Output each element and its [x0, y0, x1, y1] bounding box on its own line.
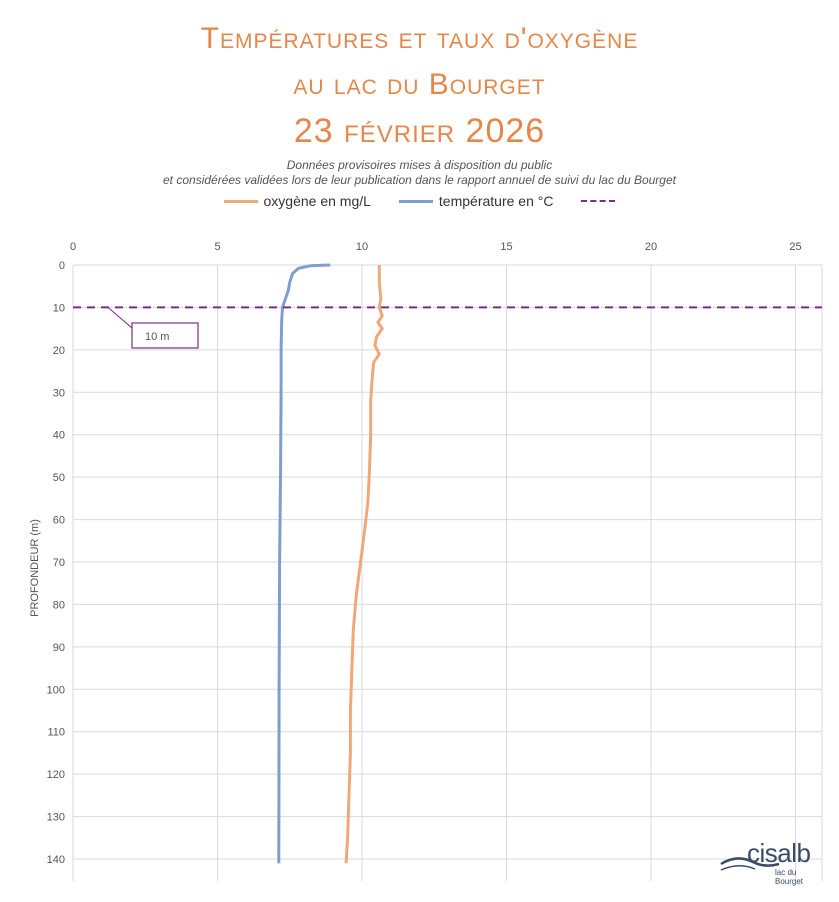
legend-swatch-threshold	[581, 200, 616, 202]
chart-grid	[72, 264, 823, 881]
title-date: 23 février 2026	[293, 112, 546, 150]
series-line-temperature	[277, 263, 331, 864]
y-tick-label: 90	[53, 642, 65, 654]
x-tick-label: 0	[70, 241, 76, 253]
y-tick-label: 130	[47, 812, 65, 824]
y-tick-label: 80	[53, 599, 65, 611]
y-tick-label: 40	[53, 430, 65, 442]
legend-swatch-temperature	[398, 199, 433, 203]
callout-box	[131, 322, 199, 349]
x-tick-label: 20	[645, 241, 657, 253]
legend-label-oxygen: oxygène en mg/L	[263, 193, 371, 209]
x-tick-label: 5	[214, 241, 220, 253]
callout-label: 10 m	[145, 331, 169, 343]
y-tick-label: 20	[53, 345, 65, 357]
y-tick-label: 100	[47, 684, 65, 696]
y-tick-label: 110	[47, 727, 65, 739]
y-tick-label: 120	[47, 769, 65, 781]
legend-label-temperature: température en °C	[438, 193, 554, 209]
y-tick-label: 0	[59, 260, 65, 272]
subtitle-line-2: et considérées validées lors de leur pub…	[163, 173, 676, 187]
x-tick-label: 15	[500, 241, 512, 253]
legend-item-temperature: température en °C	[398, 193, 554, 209]
x-axis-ticks: 0 5 10 15 20 25	[70, 241, 802, 253]
logo-tagline: lac du Bourget	[775, 868, 804, 886]
title-line-1: Températures et taux d'oxygène	[200, 22, 639, 55]
y-tick-label: 140	[47, 854, 65, 866]
y-tick-label: 30	[53, 387, 65, 399]
logo-wave-icon	[720, 857, 780, 871]
y-tick-label: 10	[53, 302, 65, 314]
logo-name: cisalb	[747, 838, 811, 868]
x-tick-label: 25	[789, 241, 801, 253]
y-tick-label: 60	[53, 515, 65, 527]
reference-line-group: 10 m	[73, 306, 822, 349]
y-axis-ticks: 0 10 20 30 40 50 60 70 80 90 100 110 120 130 140	[47, 260, 65, 866]
series-line-oxygen	[344, 265, 384, 864]
legend-item-oxygen: oxygène en mg/L	[223, 193, 371, 209]
chart-series	[277, 263, 384, 864]
cisalb-logo: cisalb lac du Bourget	[719, 838, 819, 886]
legend-swatch-oxygen	[223, 199, 258, 203]
callout-leader	[107, 307, 133, 329]
title-line-2: au lac du Bourget	[293, 68, 546, 101]
legend-item-threshold	[581, 200, 616, 202]
subtitle-line-1: Données provisoires mises à disposition …	[286, 158, 553, 172]
y-tick-label: 70	[53, 557, 65, 569]
y-tick-label: 50	[53, 472, 65, 484]
x-tick-label: 10	[356, 241, 368, 253]
y-axis-label: PROFONDEUR (m)	[29, 519, 41, 617]
chart-legend: oxygène en mg/L température en °C	[0, 193, 839, 209]
